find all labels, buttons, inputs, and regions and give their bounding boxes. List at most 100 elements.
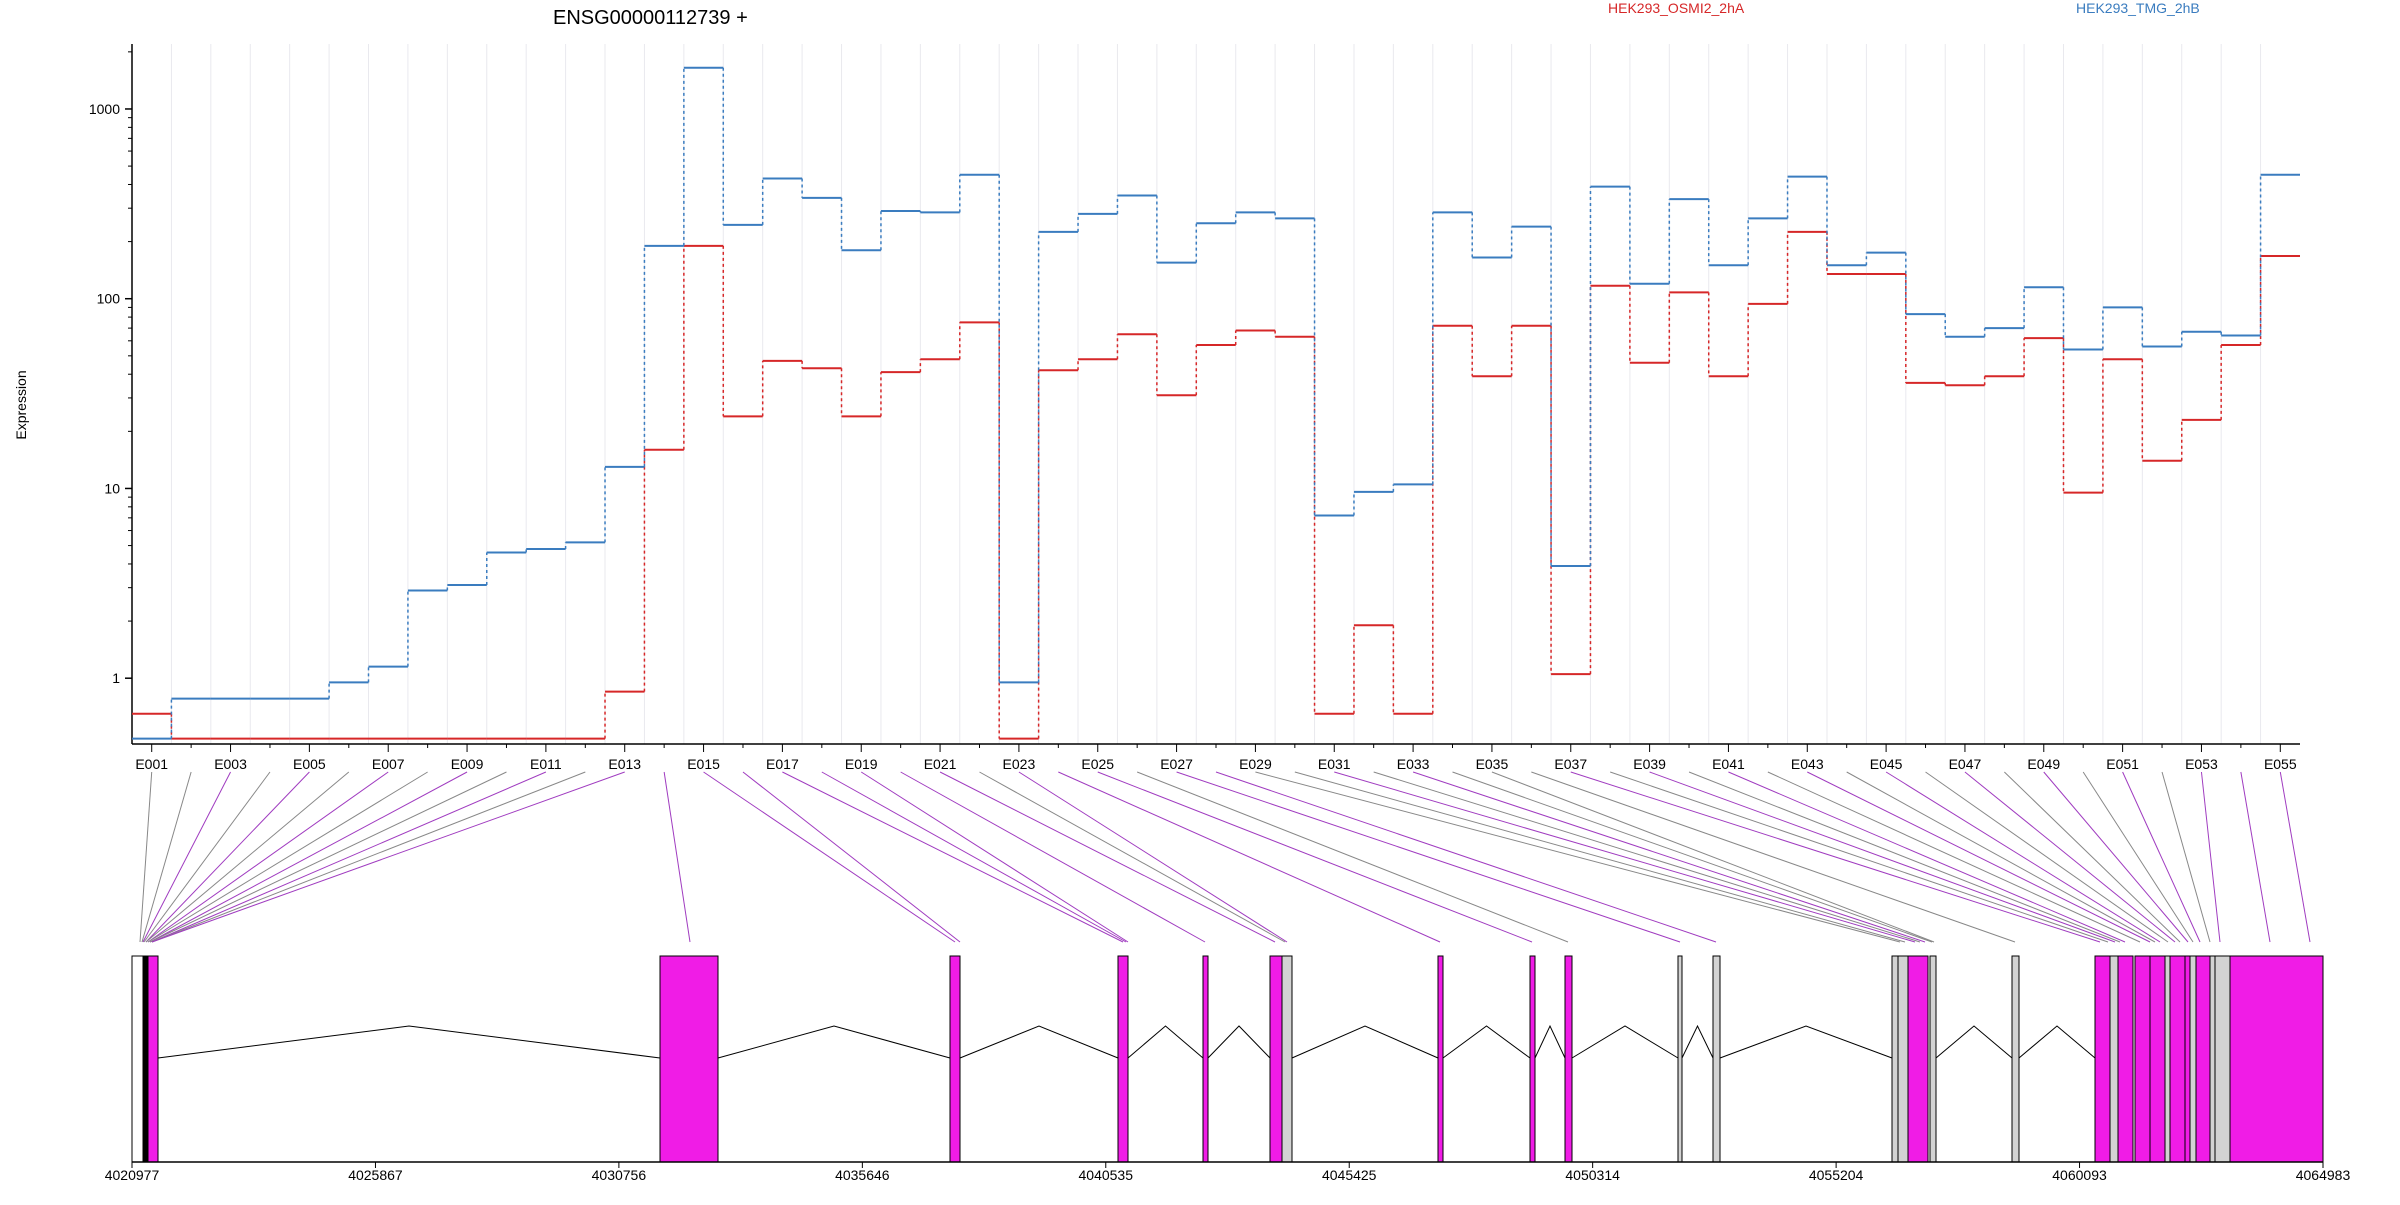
chart-title: ENSG00000112739 +	[553, 7, 748, 29]
exon-box	[2134, 955, 2151, 1163]
exon-box	[2229, 955, 2324, 1163]
exon-connector	[1373, 771, 1921, 943]
exon-box	[1437, 955, 1444, 1163]
exon-box	[1677, 955, 1683, 1163]
x-tick-label: E021	[924, 756, 957, 772]
exon-connector	[1491, 771, 1935, 943]
genomic-tick-label: 4064983	[2296, 1167, 2351, 1183]
exon-connector	[1058, 771, 1441, 943]
exon-connector	[143, 771, 271, 943]
x-tick-label: E001	[135, 756, 168, 772]
exon-connector	[782, 771, 1124, 943]
exon-connector	[2200, 771, 2221, 943]
exon-connectors	[139, 771, 2311, 943]
exon-connector	[703, 771, 956, 943]
genomic-tick-label: 4025867	[348, 1167, 403, 1183]
exon-connector	[149, 771, 507, 943]
exon-connector	[145, 771, 310, 943]
exon-connector	[2122, 771, 2201, 943]
x-tick-label: E023	[1003, 756, 1036, 772]
x-tick-label: E025	[1081, 756, 1114, 772]
x-tick-label: E003	[214, 756, 247, 772]
x-axis: E001 E003 E005 E007 E009 E011 E013 E015 E017 E019…	[132, 743, 2300, 772]
exon-connector	[1610, 771, 2109, 943]
exon-connector	[1807, 771, 2151, 943]
exon-connector	[1728, 771, 2126, 943]
exon-box	[1929, 955, 1937, 1163]
exon-box	[2149, 955, 2166, 1163]
intron-line	[1681, 1024, 1714, 1059]
series-layer	[132, 66, 2300, 740]
exon-connector	[742, 771, 961, 943]
exon-connector	[663, 771, 691, 943]
x-tick-label: E039	[1633, 756, 1666, 772]
exon-connector	[939, 771, 1276, 943]
exon-box	[949, 955, 961, 1163]
exon-connector	[141, 771, 192, 943]
exon-connector	[2279, 771, 2311, 943]
exon-box	[1117, 955, 1129, 1163]
exon-box	[1897, 955, 1909, 1163]
exon-connector	[1688, 771, 2121, 943]
exon-connector	[1885, 771, 2161, 943]
exon-box	[2209, 955, 2216, 1163]
exon-connector	[1294, 771, 1906, 943]
exon-box	[131, 955, 144, 1163]
x-tick-label: E047	[1949, 756, 1982, 772]
exon-connector	[2161, 771, 2211, 943]
x-tick-label: E053	[2185, 756, 2218, 772]
exon-box	[1564, 955, 1573, 1163]
x-tick-label: E007	[372, 756, 405, 772]
exon-connector	[1255, 771, 1901, 943]
exon-connector	[1846, 771, 2156, 943]
exon-connector	[1176, 771, 1681, 943]
exon-connector	[1097, 771, 1533, 943]
x-tick-label: E035	[1476, 756, 1509, 772]
exon-connector	[2240, 771, 2271, 943]
legend-series-a: HEK293_OSMI2_2hA	[1608, 0, 1745, 16]
exon-box	[2189, 955, 2197, 1163]
exon-box	[1281, 955, 1293, 1163]
exon-box	[142, 955, 149, 1163]
x-tick-label: E037	[1554, 756, 1587, 772]
exon-connector	[979, 771, 1286, 943]
exon-connector	[1452, 771, 1933, 943]
exon-box	[2109, 955, 2119, 1163]
gene-model	[131, 955, 2324, 1163]
exon-connector	[139, 771, 153, 943]
exon-connector	[145, 771, 350, 943]
genomic-tick-label: 4060093	[2052, 1167, 2107, 1183]
exon-connector	[147, 771, 428, 943]
legend-series-b: HEK293_TMG_2hB	[2076, 0, 2200, 16]
exon-connector	[151, 771, 625, 943]
exon-box	[1891, 955, 1899, 1163]
x-tick-label: E049	[2027, 756, 2060, 772]
x-tick-label: E043	[1791, 756, 1824, 772]
exon-box	[1202, 955, 1209, 1163]
exon-box	[1269, 955, 1283, 1163]
exon-connector	[821, 771, 1127, 943]
exon-box	[2214, 955, 2231, 1163]
x-tick-label: E031	[1318, 756, 1351, 772]
x-tick-label: E055	[2264, 756, 2297, 772]
exon-box	[1712, 955, 1721, 1163]
exon-connector	[1649, 771, 2116, 943]
exon-box	[2184, 955, 2191, 1163]
x-tick-label: E013	[608, 756, 641, 772]
exon-box	[659, 955, 719, 1163]
y-tick-label: 100	[97, 291, 121, 307]
intron-line	[2018, 1025, 2096, 1059]
exon-connector	[142, 771, 231, 943]
intron-line	[1442, 1025, 1531, 1059]
x-tick-label: E005	[293, 756, 326, 772]
exon-box	[2169, 955, 2186, 1163]
x-tick-label: E029	[1239, 756, 1272, 772]
exon-connector	[1531, 771, 2016, 943]
exon-connector	[1136, 771, 1569, 943]
exon-connector	[2004, 771, 2181, 943]
exon-connector	[1018, 771, 1288, 943]
exon-connector	[1964, 771, 2176, 943]
exon-connector	[151, 771, 547, 943]
x-tick-label: E033	[1397, 756, 1430, 772]
